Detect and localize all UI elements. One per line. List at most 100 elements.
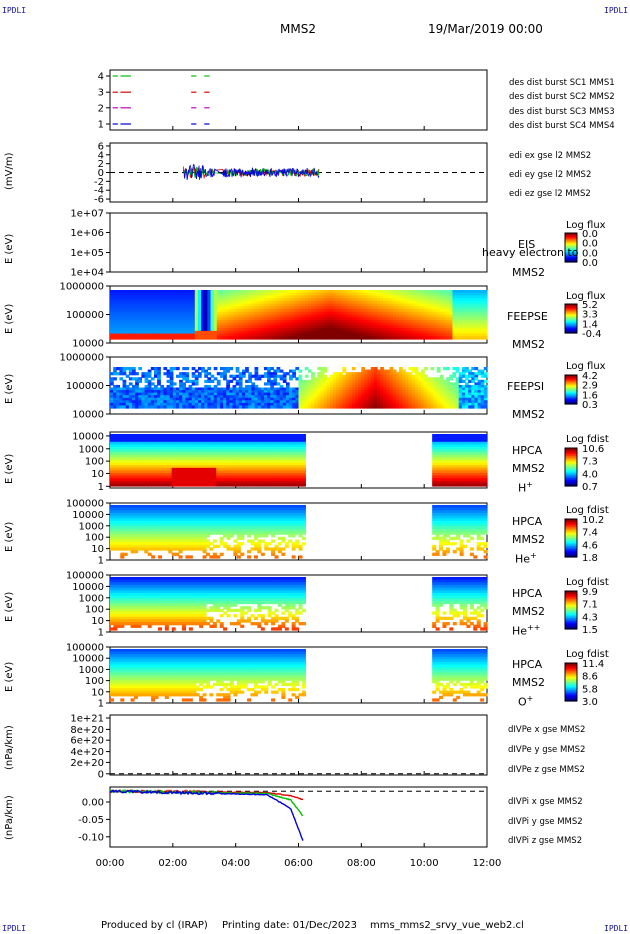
feepse-cell: [179, 306, 183, 310]
hpca-cell: [140, 454, 145, 458]
feepsi-cell: [298, 379, 303, 383]
hpca-cell: [130, 457, 135, 461]
feepse-cell: [345, 325, 350, 329]
hpca-cell: [199, 457, 204, 461]
hpca-cell: [164, 473, 169, 477]
feepsi-cell: [361, 387, 366, 391]
feepse-cell: [471, 328, 476, 332]
feepse-cell: [194, 322, 199, 326]
feepsi-cell: [392, 405, 397, 409]
hpca-cell: [216, 434, 221, 438]
feepsi-cell: [245, 390, 249, 394]
feepse-cell: [163, 314, 168, 318]
feepse-cell: [471, 290, 476, 294]
feepsi-cell: [204, 395, 208, 399]
feepsi-cell: [279, 397, 284, 401]
feepse-cell: [260, 295, 265, 299]
divpe-ytick-label: 2e+20: [70, 758, 104, 769]
feepsi-cell: [153, 405, 158, 409]
hpca-cell: [133, 457, 139, 461]
feepse-cell: [153, 303, 158, 307]
feepse-cell: [389, 306, 394, 310]
feepsi-cell: [238, 400, 243, 404]
feepse-cell: [113, 328, 117, 332]
hpca-cell: [216, 436, 221, 440]
feepse-cell: [311, 292, 315, 297]
hpca-cell: [147, 470, 152, 474]
feepse-cell: [468, 319, 472, 324]
feepse-cell: [285, 311, 290, 316]
feepsi-cell: [458, 400, 463, 404]
feepsi-cell: [364, 400, 369, 404]
feepse-cell: [339, 328, 344, 332]
feepsi-cell: [436, 402, 441, 407]
feepsi-cell: [223, 372, 227, 376]
feepse-cell: [191, 303, 196, 307]
feepse-cell: [405, 303, 410, 307]
hpca-cell: [168, 465, 173, 469]
feepse-cell: [364, 328, 369, 332]
feepse-cell: [373, 298, 378, 302]
feepse-cell: [408, 311, 413, 316]
feepse-cell: [370, 306, 375, 310]
hpca-cell: [120, 444, 125, 448]
feepsi-cell: [421, 397, 425, 401]
feepse-cell: [399, 295, 403, 299]
hpca-cell: [233, 478, 238, 482]
hpca-cell: [168, 454, 173, 458]
hpca-cell: [127, 441, 132, 445]
hpca-cell: [281, 447, 286, 451]
feepse-cell: [260, 336, 265, 340]
hpca-cell: [130, 434, 135, 438]
hpca-cell: [267, 478, 272, 482]
feepsi-cell: [402, 387, 406, 391]
feepse-cell: [282, 311, 287, 316]
feepse-cell: [260, 311, 265, 316]
feepse-cell: [138, 298, 143, 302]
feepse-cell: [468, 298, 472, 302]
feepse-cell: [153, 322, 158, 326]
feepse-cell: [223, 336, 227, 340]
hpca-cell: [250, 480, 255, 484]
divpe-ytick-label: 6e+20: [70, 736, 104, 747]
feepsi-cell: [216, 382, 221, 386]
feepse-cell: [402, 319, 406, 324]
hpca-cell: [271, 470, 276, 474]
feepsi-cell: [150, 405, 155, 409]
feepse-cell: [172, 325, 177, 329]
feepsi-cell: [232, 395, 237, 399]
feepse-cell: [304, 303, 309, 307]
feepsi-cell: [292, 402, 296, 407]
feepse-cell: [383, 330, 388, 335]
hpca-cell: [205, 470, 210, 474]
feepse-cell: [204, 330, 208, 335]
feepsi-cell: [213, 390, 218, 394]
feepse-cell: [267, 309, 271, 313]
feepsi-cell: [254, 400, 259, 404]
feepse-cell: [392, 300, 397, 305]
feepsi-cell: [270, 384, 274, 389]
feepsi-cell: [113, 372, 117, 376]
feepsi-cell: [248, 397, 252, 401]
feepse-cell: [135, 322, 139, 326]
hpca-cell: [236, 480, 241, 484]
feepsi-cell: [179, 395, 183, 399]
feepse-cell: [175, 325, 180, 329]
feepse-cell: [270, 330, 274, 335]
feepse-ytick-label: 10000: [72, 339, 104, 350]
feepsi-cell: [430, 405, 435, 409]
feepsi-cell: [383, 372, 388, 376]
feepse-cell: [285, 328, 290, 332]
feepse-cell: [395, 300, 400, 305]
feepse-cell: [427, 322, 432, 326]
feepse-cell: [386, 333, 391, 337]
feepse-cell: [201, 298, 205, 302]
feepse-cell: [216, 314, 221, 318]
hpca-cell: [175, 462, 180, 466]
feepsi-cell: [116, 397, 121, 401]
feepse-cell: [311, 325, 315, 329]
hpca-cell: [192, 480, 197, 484]
feepsi-cell: [147, 387, 152, 391]
feepse-cell: [213, 311, 218, 316]
hpca-cell: [178, 457, 183, 461]
